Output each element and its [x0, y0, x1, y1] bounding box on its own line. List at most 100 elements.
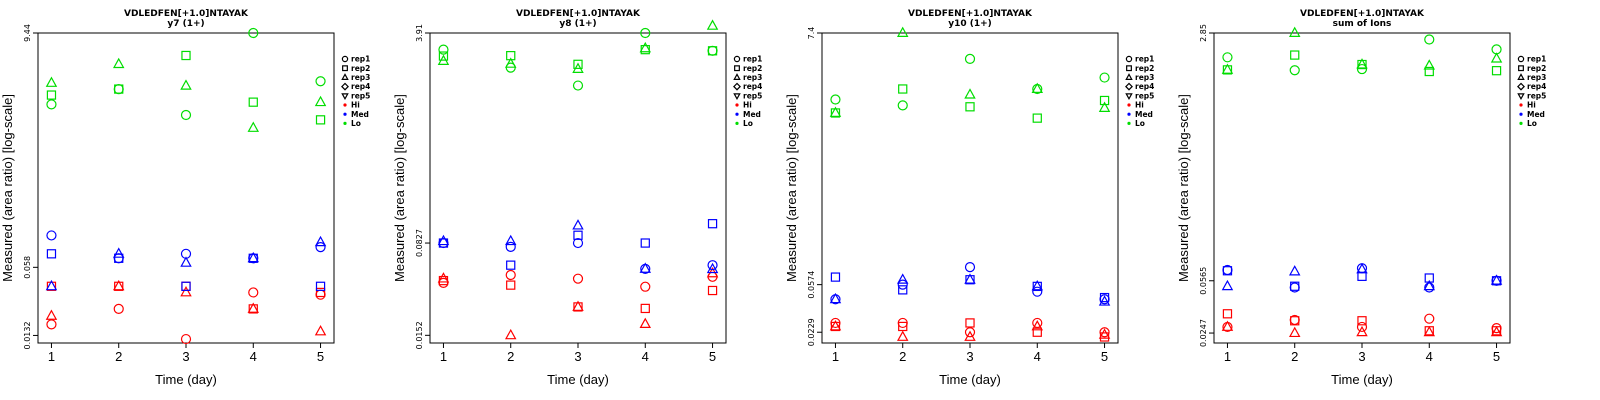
data-point-med-rep3	[1221, 279, 1234, 291]
data-point-hi-rep3	[1423, 325, 1436, 337]
data-point-lo-rep3	[829, 106, 842, 117]
legend-label: Med	[1135, 110, 1153, 119]
legend-symbol-rep1	[1517, 55, 1525, 63]
series-hi-rep2	[438, 275, 718, 314]
legend-symbol-rep4	[341, 82, 349, 91]
x-tick-label: 4	[1034, 349, 1041, 364]
y-tick-label: 0.0827	[415, 229, 424, 257]
legend-label: rep4	[1135, 82, 1154, 91]
legend-symbol-rep5	[733, 93, 741, 101]
data-point-lo-rep3	[45, 76, 58, 87]
data-point-med-rep3	[1098, 295, 1111, 306]
data-point-med-rep1	[505, 241, 516, 252]
y-tick-label: 9.44	[23, 24, 32, 42]
data-point-med-rep2	[114, 253, 124, 263]
data-point-hi-rep3	[45, 309, 58, 320]
plot-frame	[429, 32, 727, 344]
plot-frame	[821, 32, 1119, 344]
data-point-med-rep3	[180, 256, 192, 267]
data-point-lo-rep2	[438, 51, 449, 61]
data-point-lo-rep3	[314, 95, 327, 107]
x-tick-label: 3	[966, 349, 973, 364]
data-point-hi-rep2	[640, 303, 650, 314]
x-axis-title: Time (day)	[1331, 372, 1393, 387]
data-point-lo-rep1	[315, 76, 326, 87]
data-point-med-rep1	[897, 279, 908, 290]
y-tick-label: 0.058	[23, 256, 32, 279]
x-axis-title: Time (day)	[939, 372, 1001, 387]
data-point-lo-rep3	[1031, 82, 1044, 93]
data-point-lo-rep2	[640, 45, 650, 55]
y-axis-title: Measured (area ratio) [log-scale]	[392, 94, 407, 282]
data-point-hi-rep3	[112, 279, 125, 291]
data-point-hi-rep3	[572, 300, 584, 311]
series-med-rep2	[1222, 266, 1502, 291]
data-point-med-rep2	[830, 272, 841, 282]
chart-title: VDLEDFEN[+1.0]NTAYAK	[124, 9, 249, 19]
data-point-med-rep1	[1424, 282, 1435, 293]
legend-label: rep3	[1527, 73, 1546, 82]
x-tick-label: 1	[440, 349, 447, 364]
x-tick-label: 5	[1101, 349, 1108, 364]
data-point-lo-rep3	[1221, 63, 1234, 74]
plot-frame	[1213, 32, 1511, 344]
x-tick-label: 5	[1493, 349, 1500, 364]
data-point-lo-rep1	[640, 27, 651, 39]
data-point-lo-rep1	[830, 94, 841, 105]
data-point-lo-rep2	[965, 102, 975, 112]
data-point-hi-rep3	[896, 330, 909, 341]
data-point-med-rep1	[46, 230, 57, 241]
data-point-lo-rep3	[1288, 26, 1301, 37]
data-point-lo-rep1	[1222, 52, 1233, 63]
data-point-lo-rep3	[1423, 59, 1436, 70]
data-point-hi-rep3	[1288, 326, 1301, 338]
series-hi-rep3	[829, 320, 1111, 341]
data-point-lo-rep1	[1424, 34, 1435, 45]
data-point-med-rep1	[1032, 286, 1043, 297]
data-point-lo-rep3	[1098, 101, 1111, 112]
data-point-med-rep2	[640, 238, 650, 248]
data-point-hi-rep1	[46, 319, 57, 330]
data-point-med-rep3	[314, 235, 327, 247]
chart-title: VDLEDFEN[+1.0]NTAYAK	[516, 9, 641, 19]
legend-symbol-rep5	[1125, 93, 1133, 101]
data-point-lo-rep3	[180, 79, 192, 90]
y-tick-label: 2.85	[1199, 24, 1208, 42]
data-point-med-rep3	[964, 273, 976, 284]
legend-label: rep4	[351, 82, 370, 91]
data-point-hi-rep2	[1032, 327, 1042, 337]
data-point-med-rep3	[572, 219, 584, 230]
legend-label: rep2	[1135, 64, 1154, 73]
legend-label: Hi	[1527, 101, 1536, 110]
data-point-med-rep2	[1290, 281, 1300, 291]
y-axis-title: Measured (area ratio) [log-scale]	[784, 94, 799, 282]
legend-symbol-rep1	[1125, 55, 1133, 63]
data-point-lo-rep1	[180, 109, 192, 121]
data-point-hi-rep3	[1356, 325, 1368, 337]
data-point-lo-rep1	[1289, 65, 1300, 76]
x-tick-label: 4	[1426, 349, 1433, 364]
legend-label: rep2	[1527, 64, 1546, 73]
data-point-lo-rep2	[114, 84, 124, 94]
legend-dot-med	[1519, 112, 1523, 116]
data-point-lo-rep1	[46, 99, 57, 110]
data-point-med-rep3	[1423, 279, 1436, 291]
x-tick-label: 5	[317, 349, 324, 364]
data-point-lo-rep3	[247, 121, 260, 132]
series-lo-rep2	[1222, 50, 1502, 77]
legend-dot-lo	[1127, 121, 1131, 125]
legend-symbol-rep5	[1517, 93, 1525, 101]
legend-label: Lo	[351, 119, 361, 128]
legend-symbol-rep2	[734, 65, 740, 72]
data-point-hi-rep3	[1098, 328, 1111, 339]
data-point-lo-rep2	[1491, 66, 1502, 76]
y-tick-label: 7.4	[807, 27, 816, 40]
legend-dot-lo	[343, 121, 347, 125]
data-point-lo-rep3	[437, 54, 450, 65]
data-point-hi-rep2	[707, 285, 718, 296]
data-point-lo-rep2	[181, 50, 191, 61]
data-point-hi-rep1	[248, 287, 259, 298]
y-tick-label: 3.91	[415, 24, 424, 42]
